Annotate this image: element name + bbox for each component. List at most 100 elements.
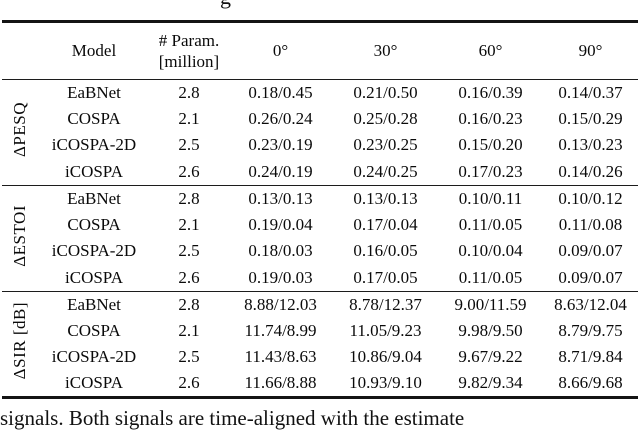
param-cell: 2.5 — [178, 347, 200, 367]
value-cell: 0.23/0.25 — [353, 135, 418, 155]
value-cell: 0.10/0.04 — [458, 241, 523, 261]
table-row: iCOSPA 2.6 0.24/0.19 0.24/0.25 0.17/0.23… — [2, 159, 638, 186]
results-table: Model # Param. [million] 0° 30° 60° 90° … — [2, 20, 638, 399]
value-cell: 9.82/9.34 — [438, 371, 543, 399]
value-cell: 0.13/0.23 — [558, 135, 623, 155]
value-cell: 8.66/9.68 — [543, 371, 638, 399]
value-cell: 10.93/9.10 — [333, 371, 438, 399]
metric-label-pesq: ΔPESQ — [2, 79, 38, 186]
value-cell: 0.11/0.05 — [458, 214, 523, 234]
col-header-angle-30: 30° — [333, 21, 438, 80]
value-cell: 0.21/0.50 — [353, 82, 418, 102]
value-cell: 0.19/0.03 — [228, 265, 333, 292]
table-row: iCOSPA-2D 2.5 11.43/8.63 10.86/9.04 9.67… — [2, 345, 638, 372]
value-cell: 0.17/0.04 — [353, 214, 418, 234]
table-row: ΔESTOI EaBNet 2.8 0.13/0.13 0.13/0.13 0.… — [2, 185, 638, 292]
model-cell: iCOSPA-2D — [51, 241, 137, 261]
param-cell: 2.5 — [178, 135, 200, 155]
model-cell: iCOSPA-2D — [51, 347, 137, 367]
value-cell: 8.71/9.84 — [558, 347, 623, 367]
col-header-angle-0: 0° — [228, 21, 333, 80]
table-row: ΔPESQ EaBNet 2.8 0.18/0.45 0.21/0.50 0.1… — [2, 79, 638, 186]
value-cell: 0.15/0.29 — [558, 108, 623, 128]
clipped-body-text: signals. Both signals are time-aligned w… — [0, 406, 465, 430]
table-row: iCOSPA-2D 2.5 0.18/0.03 0.16/0.05 0.10/0… — [2, 239, 638, 266]
value-cell: 11.74/8.99 — [244, 320, 317, 340]
value-cell: 0.11/0.05 — [438, 265, 543, 292]
col-header-angle-60: 60° — [438, 21, 543, 80]
col-header-model: Model — [38, 21, 150, 80]
value-cell: 0.24/0.25 — [333, 159, 438, 186]
value-cell: 0.17/0.05 — [333, 265, 438, 292]
value-cell: 0.13/0.13 — [353, 188, 418, 208]
value-cell: 0.10/0.11 — [458, 188, 523, 208]
param-cell: 2.6 — [150, 265, 228, 292]
value-cell: 8.78/12.37 — [349, 294, 422, 314]
table-row: iCOSPA-2D 2.5 0.23/0.19 0.23/0.25 0.15/0… — [2, 133, 638, 160]
model-cell: iCOSPA — [38, 159, 150, 186]
metric-header-empty — [2, 21, 38, 80]
table-row: COSPA 2.1 0.26/0.24 0.25/0.28 0.16/0.23 … — [2, 106, 638, 133]
model-cell: iCOSPA-2D — [51, 135, 137, 155]
value-cell: 8.63/12.04 — [554, 294, 627, 314]
model-cell: EaBNet — [67, 82, 121, 102]
value-cell: 0.19/0.04 — [248, 214, 313, 234]
value-cell: 0.09/0.07 — [543, 265, 638, 292]
value-cell: 0.11/0.08 — [558, 214, 623, 234]
value-cell: 0.18/0.03 — [248, 241, 313, 261]
col-header-angle-90: 90° — [543, 21, 638, 80]
model-cell: EaBNet — [67, 188, 121, 208]
table-row: iCOSPA 2.6 0.19/0.03 0.17/0.05 0.11/0.05… — [2, 265, 638, 292]
model-cell: EaBNet — [67, 294, 121, 314]
model-cell: COSPA — [67, 320, 121, 340]
param-cell: 2.5 — [178, 241, 200, 261]
value-cell: 0.18/0.45 — [248, 82, 313, 102]
param-cell: 2.1 — [178, 214, 200, 234]
value-cell: 0.17/0.23 — [438, 159, 543, 186]
table-row: COSPA 2.1 11.74/8.99 11.05/9.23 9.98/9.5… — [2, 318, 638, 345]
param-cell: 2.1 — [178, 108, 200, 128]
metric-label-estoi: ΔESTOI — [2, 185, 38, 292]
value-cell: 0.14/0.26 — [543, 159, 638, 186]
value-cell: 11.05/9.23 — [349, 320, 422, 340]
value-cell: 9.00/11.59 — [454, 294, 527, 314]
value-cell: 0.23/0.19 — [248, 135, 313, 155]
value-cell: 0.14/0.37 — [558, 82, 623, 102]
params-header-line2: [million] — [158, 52, 220, 71]
value-cell: 9.98/9.50 — [458, 320, 523, 340]
param-cell: 2.6 — [150, 371, 228, 399]
model-cell: COSPA — [67, 108, 121, 128]
value-cell: 10.86/9.04 — [349, 347, 422, 367]
table-header-row: Model # Param. [million] 0° 30° 60° 90° — [2, 21, 638, 80]
param-cell: 2.8 — [178, 188, 200, 208]
param-cell: 2.8 — [178, 294, 200, 314]
value-cell: 0.24/0.19 — [228, 159, 333, 186]
value-cell: 0.13/0.13 — [248, 188, 313, 208]
value-cell: 11.43/8.63 — [244, 347, 317, 367]
value-cell: 0.16/0.05 — [353, 241, 418, 261]
model-cell: COSPA — [67, 214, 121, 234]
value-cell: 11.66/8.88 — [228, 371, 333, 399]
param-cell: 2.1 — [178, 320, 200, 340]
value-cell: 0.16/0.39 — [458, 82, 523, 102]
value-cell: 0.15/0.20 — [458, 135, 523, 155]
params-header-line1: # Param. — [158, 30, 220, 50]
value-cell: 9.67/9.22 — [458, 347, 523, 367]
value-cell: 0.26/0.24 — [248, 108, 313, 128]
table-row: COSPA 2.1 0.19/0.04 0.17/0.04 0.11/0.05 … — [2, 212, 638, 239]
clipped-caption-glyph: g — [220, 0, 231, 10]
metric-label-sir: ΔSIR [dB] — [2, 291, 38, 399]
value-cell: 8.79/9.75 — [558, 320, 623, 340]
model-cell: iCOSPA — [38, 371, 150, 399]
value-cell: 0.09/0.07 — [558, 241, 623, 261]
value-cell: 8.88/12.03 — [244, 294, 317, 314]
table-row: ΔSIR [dB] EaBNet 2.8 8.88/12.03 8.78/12.… — [2, 291, 638, 399]
model-cell: iCOSPA — [38, 265, 150, 292]
value-cell: 0.25/0.28 — [353, 108, 418, 128]
param-cell: 2.6 — [150, 159, 228, 186]
value-cell: 0.16/0.23 — [458, 108, 523, 128]
table-row: iCOSPA 2.6 11.66/8.88 10.93/9.10 9.82/9.… — [2, 371, 638, 399]
col-header-params: # Param. [million] — [150, 21, 228, 80]
value-cell: 0.10/0.12 — [558, 188, 623, 208]
